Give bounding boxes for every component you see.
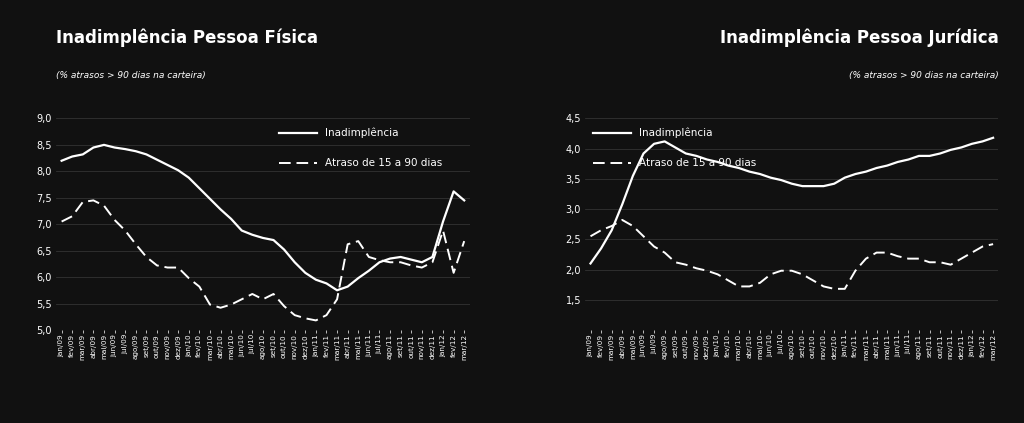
Text: Inadimplência: Inadimplência <box>325 128 398 138</box>
Text: Inadimplência Pessoa Física: Inadimplência Pessoa Física <box>56 28 318 47</box>
Text: (% atrasos > 90 dias na carteira): (% atrasos > 90 dias na carteira) <box>849 71 998 80</box>
Text: Inadimplência Pessoa Jurídica: Inadimplência Pessoa Jurídica <box>720 28 998 47</box>
Text: Atraso de 15 a 90 dias: Atraso de 15 a 90 dias <box>639 158 756 168</box>
Text: Atraso de 15 a 90 dias: Atraso de 15 a 90 dias <box>325 158 442 168</box>
Text: Inadimplência: Inadimplência <box>639 128 713 138</box>
Text: (% atrasos > 90 dias na carteira): (% atrasos > 90 dias na carteira) <box>56 71 206 80</box>
